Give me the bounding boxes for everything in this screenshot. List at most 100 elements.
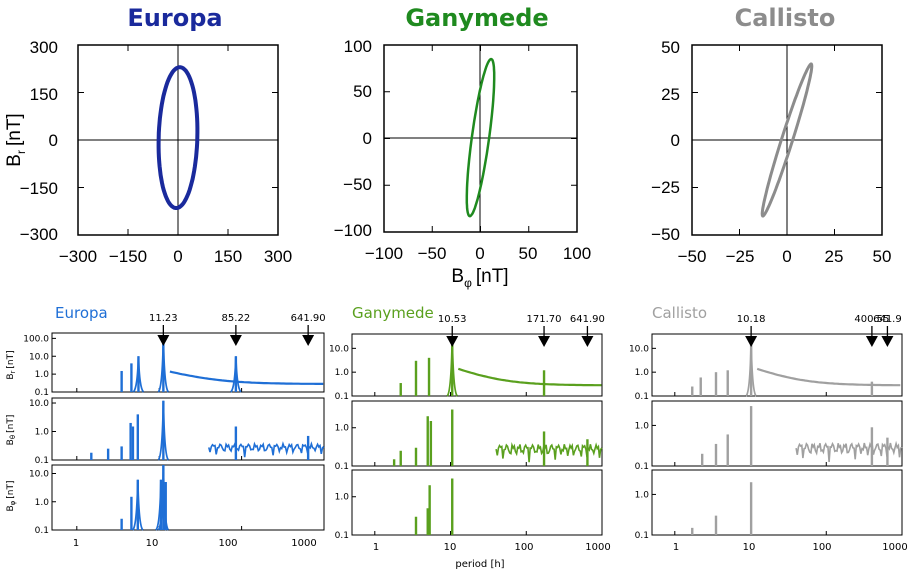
- peak-shoulder: [132, 479, 144, 531]
- spectra-group: 100.010.01.00.110.01.00.110.01.00.111.23…: [23, 313, 903, 541]
- ytick-label: 10.0: [29, 352, 49, 362]
- europa-loop: [156, 65, 200, 210]
- ytick-label: −300: [20, 225, 58, 244]
- spectrum-europa: 100.010.01.00.110.01.00.110.01.00.111.23…: [23, 313, 325, 536]
- xtick-label: 1000: [585, 542, 610, 553]
- ganymede-xlabel: Bφ [nT]: [451, 266, 508, 290]
- ytick-label: 0.1: [635, 462, 649, 472]
- svg-text:Br[nT]: Br[nT]: [6, 350, 17, 379]
- continuum-line: [756, 367, 901, 387]
- ganymede-hodogram: 100 50 0 −50 −100 −100 −50 0 50 100 Bφ [n…: [334, 37, 591, 290]
- arrow-head: [229, 335, 242, 346]
- ytick-label: 0.1: [635, 531, 649, 541]
- period-label: 11.23: [149, 313, 178, 324]
- xtick-label: 1: [373, 542, 379, 553]
- ytick-label: −150: [20, 179, 58, 198]
- ytick-label: 10.0: [629, 344, 649, 354]
- ytick-label: 1.0: [335, 368, 350, 378]
- xtick-label: 1: [673, 542, 679, 553]
- period-label: 171.70: [527, 314, 562, 325]
- xtick-label: 1000: [882, 542, 907, 553]
- xtick-label: 50: [873, 247, 892, 266]
- xtick-label: 150: [214, 247, 242, 266]
- ganymede-loop: [465, 57, 496, 218]
- europa-hodogram: 300 150 0 −150 −300 −300 −150 0 150 300 …: [4, 38, 292, 266]
- ytick-label: 0.1: [35, 526, 49, 536]
- panel-frame: [651, 400, 903, 467]
- europa-xticks: 1 10 100 1000: [73, 538, 317, 549]
- xtick-label: 10: [743, 542, 756, 553]
- panel-frame: [651, 333, 903, 397]
- ganymede-title: Ganymede: [405, 4, 548, 32]
- ytick-label: 0.1: [35, 388, 49, 398]
- callisto-title: Callisto: [735, 4, 836, 32]
- ytick-label: −50: [651, 225, 680, 244]
- ytick-label: 10.0: [329, 344, 349, 354]
- xtick-label: 100: [514, 542, 533, 553]
- callisto-hodogram: 50 25 0 −25 −50 −50 −25 0 25 50: [651, 38, 891, 266]
- xtick-label: 10: [146, 538, 159, 549]
- arrow-head: [157, 335, 170, 346]
- ytick-label: 150: [30, 85, 58, 104]
- xtick-label: −50: [678, 247, 707, 266]
- panel-frame: [351, 333, 603, 397]
- ytick-label: 0.1: [35, 456, 49, 466]
- peak-shoulder: [157, 400, 170, 461]
- arrow-head: [865, 336, 878, 347]
- europa-title: Europa: [127, 4, 222, 32]
- xtick-label: 1: [73, 538, 79, 549]
- panel-frame: [351, 400, 603, 467]
- arrow-head: [538, 336, 551, 347]
- ytick-label: 1.0: [35, 370, 50, 380]
- arrow-head: [745, 336, 758, 347]
- panel-frame: [51, 332, 325, 393]
- broadband-line: [495, 441, 603, 463]
- arrow-head: [302, 335, 315, 346]
- ytick-label: 10.0: [29, 399, 49, 409]
- callisto-spectrum-title: Callisto: [652, 304, 707, 322]
- xtick-label: −150: [109, 247, 147, 266]
- xtick-label: 1000: [291, 538, 316, 549]
- broadband-line: [795, 440, 903, 462]
- period-label: 641.9: [873, 314, 902, 325]
- xtick-label: −300: [59, 247, 97, 266]
- ytick-label: 1.0: [335, 424, 350, 434]
- svg-text:Bθ[nT]: Bθ[nT]: [6, 415, 17, 446]
- panel-frame: [651, 469, 903, 536]
- ytick-label: 1.0: [335, 493, 350, 503]
- continuum-line: [169, 370, 324, 385]
- europa-ylabel: Br[nT]: [4, 113, 28, 166]
- europa-spectrum-title: Europa: [55, 304, 108, 322]
- xtick-label: 25: [825, 247, 844, 266]
- ytick-label: 25: [661, 85, 680, 104]
- panel-frame: [51, 397, 325, 461]
- svg-text:Bφ[nT]: Bφ[nT]: [6, 480, 17, 511]
- ytick-label: 1.0: [635, 421, 650, 431]
- callisto-xticks: 1 10 100 1000: [673, 542, 908, 553]
- arrow-head: [581, 336, 594, 347]
- period-label: 400.55: [854, 314, 889, 325]
- xtick-label: −25: [726, 247, 755, 266]
- ytick-label: 100.0: [23, 334, 49, 344]
- xtick-label: 100: [563, 244, 591, 263]
- period-label: 641.90: [291, 313, 326, 324]
- ytick-label: 0.1: [635, 392, 649, 402]
- xtick-label: 10: [444, 542, 457, 553]
- ytick-label: 0.1: [335, 531, 349, 541]
- ytick-label: 50: [353, 82, 372, 101]
- broadband-line: [208, 441, 325, 458]
- panel-frame: [51, 464, 325, 531]
- ytick-label: 1.0: [635, 368, 650, 378]
- panel-frame: [351, 469, 603, 536]
- period-label: 10.18: [737, 314, 766, 325]
- ytick-label: 50: [661, 38, 680, 57]
- ytick-label: −50: [343, 175, 372, 194]
- svg-text:Br[nT]: Br[nT]: [4, 113, 28, 166]
- xtick-label: −50: [418, 244, 447, 263]
- ytick-label: 10.0: [29, 470, 49, 480]
- xtick-label: 100: [812, 542, 831, 553]
- arrow-head: [881, 336, 894, 347]
- xtick-label: 50: [519, 244, 538, 263]
